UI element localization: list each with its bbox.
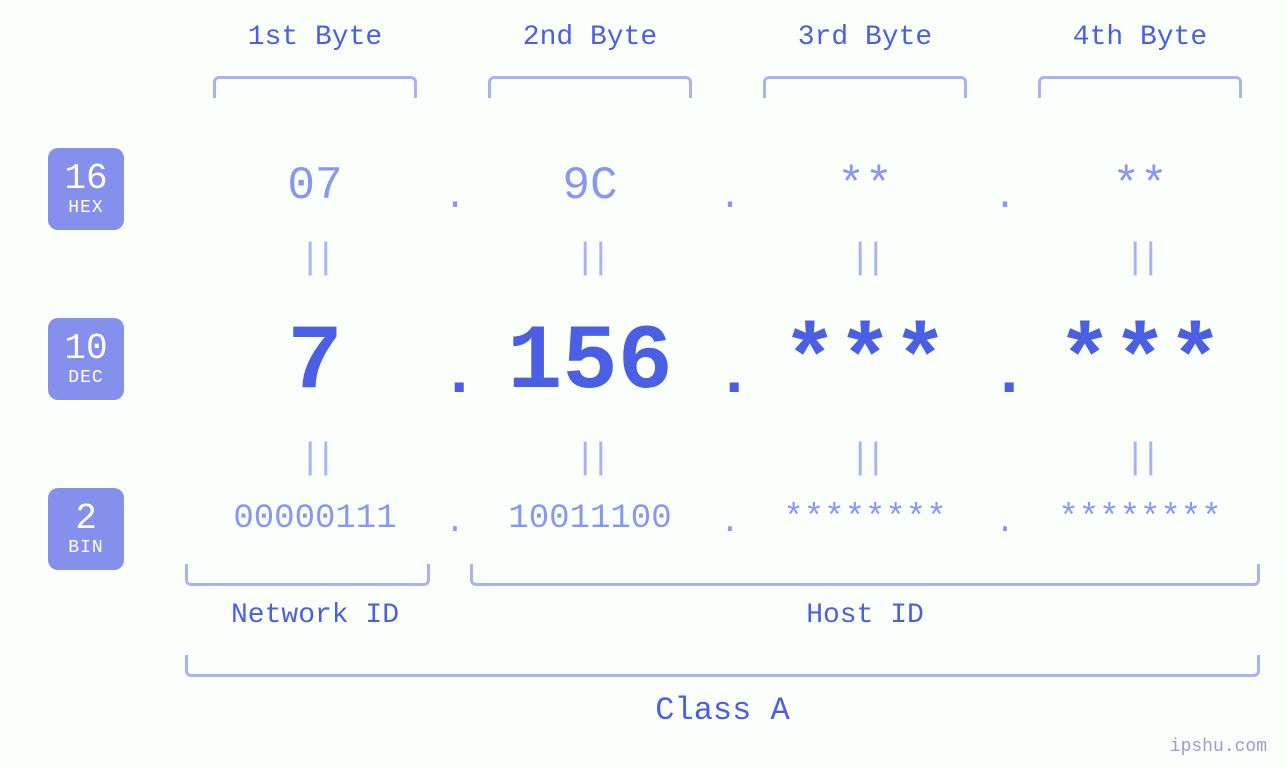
byte-bracket-1	[213, 76, 417, 98]
hex-sep-1: .	[440, 176, 470, 219]
network-id-label: Network ID	[185, 600, 445, 631]
badge-dec: 10 DEC	[48, 318, 124, 400]
bin-sep-3: .	[990, 504, 1020, 541]
dec-byte-1: 7	[185, 310, 445, 415]
byte-header-3: 3rd Byte	[735, 22, 995, 53]
bin-byte-4: ********	[1010, 500, 1270, 538]
equals-icon: ||	[735, 438, 995, 479]
badge-bin-label: BIN	[68, 539, 103, 558]
dec-byte-2: 156	[460, 310, 720, 415]
equals-icon: ||	[185, 238, 445, 279]
bin-sep-2: .	[715, 504, 745, 541]
hex-sep-2: .	[715, 176, 745, 219]
hex-byte-2: 9C	[460, 160, 720, 212]
equals-icon: ||	[185, 438, 445, 479]
host-id-bracket	[470, 564, 1260, 586]
hex-byte-1: 07	[185, 160, 445, 212]
byte-header-2: 2nd Byte	[460, 22, 720, 53]
equals-icon: ||	[1010, 238, 1270, 279]
hex-sep-3: .	[990, 176, 1020, 219]
byte-header-1: 1st Byte	[185, 22, 445, 53]
class-bracket	[185, 655, 1260, 677]
bin-byte-3: ********	[735, 500, 995, 538]
byte-bracket-3	[763, 76, 967, 98]
dec-sep-2: .	[715, 340, 745, 412]
byte-bracket-4	[1038, 76, 1242, 98]
hex-byte-3: **	[735, 160, 995, 212]
byte-header-4: 4th Byte	[1010, 22, 1270, 53]
byte-columns: 1st Byte 2nd Byte 3rd Byte 4th Byte 07 9…	[185, 0, 1245, 767]
equals-icon: ||	[735, 238, 995, 279]
network-id-bracket	[185, 564, 430, 586]
bin-byte-2: 10011100	[460, 500, 720, 538]
bin-sep-1: .	[440, 504, 470, 541]
dec-sep-1: .	[440, 340, 470, 412]
dec-sep-3: .	[990, 340, 1020, 412]
equals-icon: ||	[460, 438, 720, 479]
dec-byte-4: ***	[1010, 310, 1270, 415]
badge-dec-base: 10	[64, 330, 107, 368]
badge-hex-label: HEX	[68, 199, 103, 218]
badge-hex: 16 HEX	[48, 148, 124, 230]
badge-bin: 2 BIN	[48, 488, 124, 570]
ip-representation-diagram: 16 HEX 10 DEC 2 BIN 1st Byte 2nd Byte 3r…	[0, 0, 1285, 767]
host-id-label: Host ID	[470, 600, 1260, 631]
byte-bracket-2	[488, 76, 692, 98]
equals-icon: ||	[460, 238, 720, 279]
hex-byte-4: **	[1010, 160, 1270, 212]
badge-hex-base: 16	[64, 160, 107, 198]
dec-byte-3: ***	[735, 310, 995, 415]
bin-byte-1: 00000111	[185, 500, 445, 538]
badge-dec-label: DEC	[68, 369, 103, 388]
badge-bin-base: 2	[75, 500, 97, 538]
class-label: Class A	[185, 692, 1260, 729]
watermark: ipshu.com	[1170, 737, 1267, 757]
equals-icon: ||	[1010, 438, 1270, 479]
